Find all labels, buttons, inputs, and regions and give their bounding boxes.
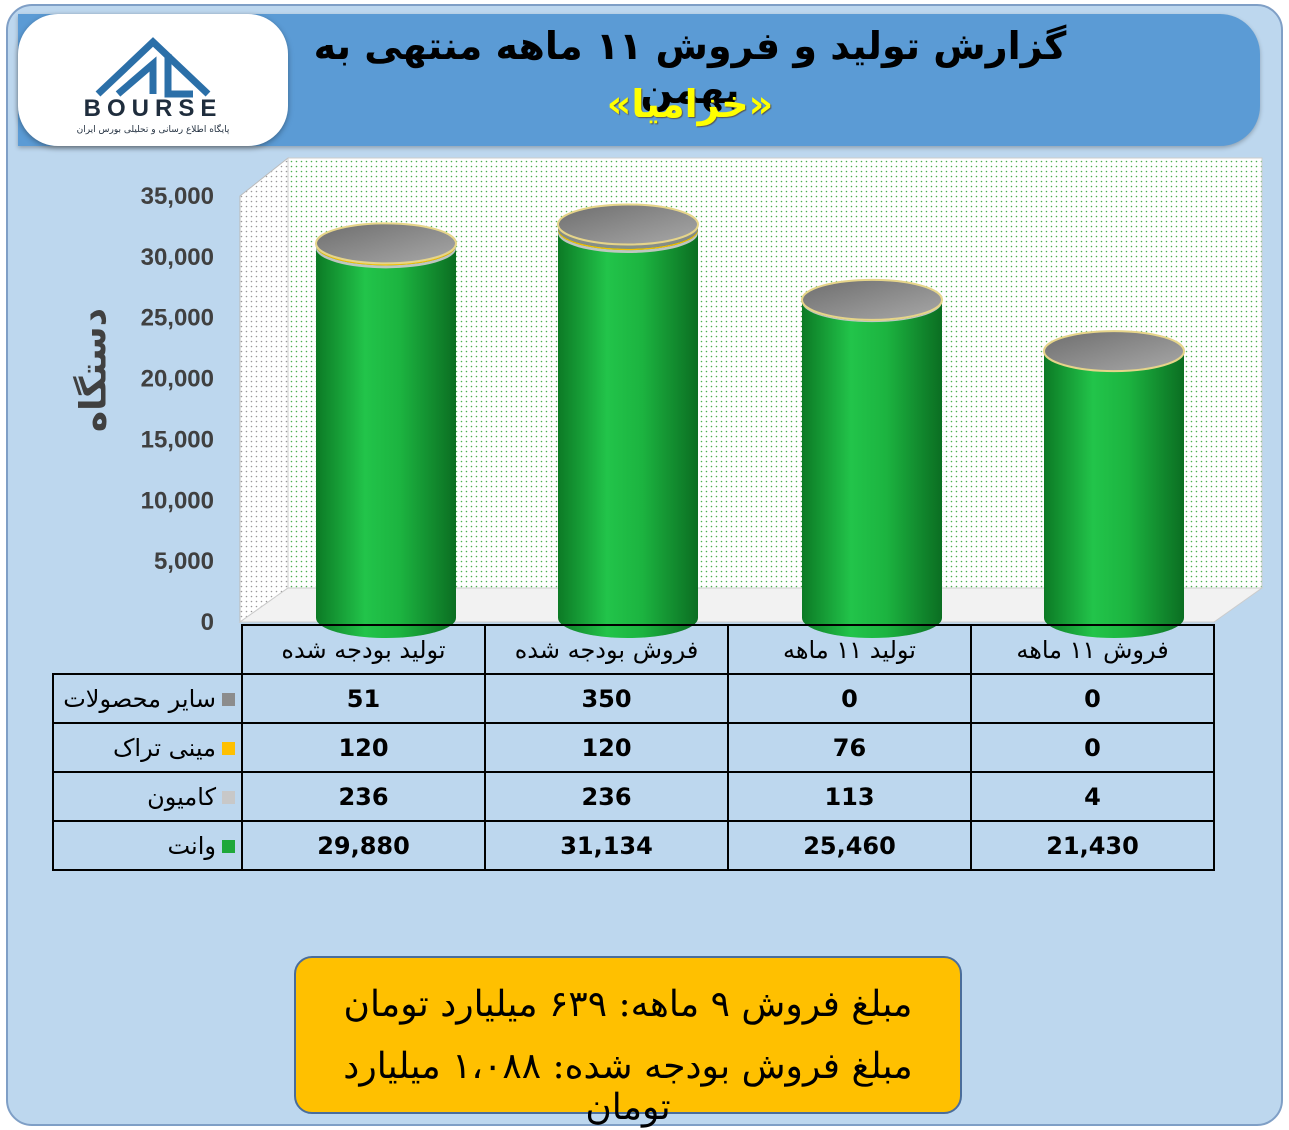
table-cell: 25,460	[727, 820, 972, 871]
bar-cylinder	[557, 203, 699, 638]
table-row: سایر محصولات 51 350 0 0	[52, 673, 1215, 724]
legend-label: کامیون	[147, 782, 216, 811]
logo-mark: BOURSE پایگاه اطلاع رسانی و تحلیلی بورس …	[77, 37, 230, 135]
table-row: وانت 29,880 31,134 25,460 21,430	[52, 820, 1215, 871]
table-cell: 236	[484, 771, 729, 822]
logo-digit-shape	[164, 54, 193, 98]
bar-cylinder	[1043, 330, 1185, 638]
legend-label: وانت	[167, 831, 216, 860]
y-tick-label: 35,000	[141, 183, 214, 210]
legend-label: مینی تراک	[112, 733, 216, 762]
row-header: وانت	[52, 820, 243, 871]
bar-cylinder	[801, 278, 943, 638]
table-cell: 31,134	[484, 820, 729, 871]
table-cell: 0	[970, 722, 1215, 773]
y-tick-labels: 05,00010,00015,00020,00025,00030,00035,0…	[141, 183, 214, 636]
table-cell: 29,880	[241, 820, 486, 871]
legend-swatch-icon	[222, 791, 235, 804]
logo-text: BOURSE	[84, 95, 223, 122]
bar-top	[1043, 330, 1185, 373]
chart-side-wall	[239, 156, 289, 623]
legend-label: سایر محصولات	[63, 684, 216, 713]
table-cell: 120	[484, 722, 729, 773]
table-cell: 0	[727, 673, 972, 724]
table-corner	[53, 625, 243, 675]
table-cell: 236	[241, 771, 486, 822]
row-header: کامیون	[52, 771, 243, 822]
table-row: مینی تراک 120 120 76 0	[52, 722, 1215, 773]
legend-swatch-icon	[222, 742, 235, 755]
table-header-row: تولید بودجه شده فروش بودجه شده تولید ۱۱ …	[53, 624, 1215, 675]
bar	[316, 243, 456, 638]
bar	[802, 299, 942, 638]
bar-top	[801, 278, 943, 321]
sales-note-box: مبلغ فروش ۹ ماهه: ۶۳۹ میلیارد تومان مبلغ…	[294, 956, 962, 1128]
bar	[1044, 351, 1184, 638]
column-header: فروش ۱۱ ماهه	[970, 624, 1215, 675]
bar-top	[557, 203, 699, 246]
bar-top	[315, 222, 457, 265]
bar-chart: 05,00010,00015,00020,00025,00030,00035,0…	[141, 156, 1264, 638]
y-tick-label: 25,000	[141, 305, 214, 332]
bar-cylinder	[315, 222, 457, 638]
column-header: تولید ۱۱ ماهه	[727, 624, 972, 675]
table-cell: 21,430	[970, 820, 1215, 871]
table-cell: 4	[970, 771, 1215, 822]
column-header: فروش بودجه شده	[484, 624, 729, 675]
legend-swatch-icon	[222, 840, 235, 853]
table-cell: 0	[970, 673, 1215, 724]
table-cell: 113	[727, 771, 972, 822]
bars	[315, 203, 1185, 638]
column-header: تولید بودجه شده	[241, 624, 486, 675]
page-subtitle: «خزامیا»	[606, 82, 774, 126]
note-line-1: مبلغ فروش ۹ ماهه: ۶۳۹ میلیارد تومان	[343, 984, 913, 1025]
logo-tagline: پایگاه اطلاع رسانی و تحلیلی بورس ایران	[77, 123, 230, 135]
y-tick-label: 15,000	[141, 426, 214, 453]
table-cell: 51	[241, 673, 486, 724]
logo-inner-shape	[115, 56, 157, 97]
table-row: کامیون 236 236 113 4	[52, 771, 1215, 822]
note-line-2: مبلغ فروش بودجه شده: ۱،۰۸۸ میلیارد تومان	[343, 1046, 913, 1128]
row-header: مینی تراک	[52, 722, 243, 773]
y-tick-label: 20,000	[141, 366, 214, 393]
row-header: سایر محصولات	[52, 673, 243, 724]
logo: BOURSE پایگاه اطلاع رسانی و تحلیلی بورس …	[18, 14, 288, 146]
y-tick-label: 30,000	[141, 244, 214, 271]
table-cell: 120	[241, 722, 486, 773]
y-tick-label: 10,000	[141, 487, 214, 514]
logo-roof-shape	[95, 37, 211, 97]
y-tick-label: 5,000	[154, 548, 214, 575]
table-cell: 76	[727, 722, 972, 773]
data-table: تولید بودجه شده فروش بودجه شده تولید ۱۱ …	[52, 624, 1215, 871]
page-title: گزارش تولید و فروش ۱۱ ماهه منتهی به بهمن	[313, 24, 1067, 112]
bar	[558, 224, 698, 638]
table-cell: 350	[484, 673, 729, 724]
legend-swatch-icon	[222, 693, 235, 706]
